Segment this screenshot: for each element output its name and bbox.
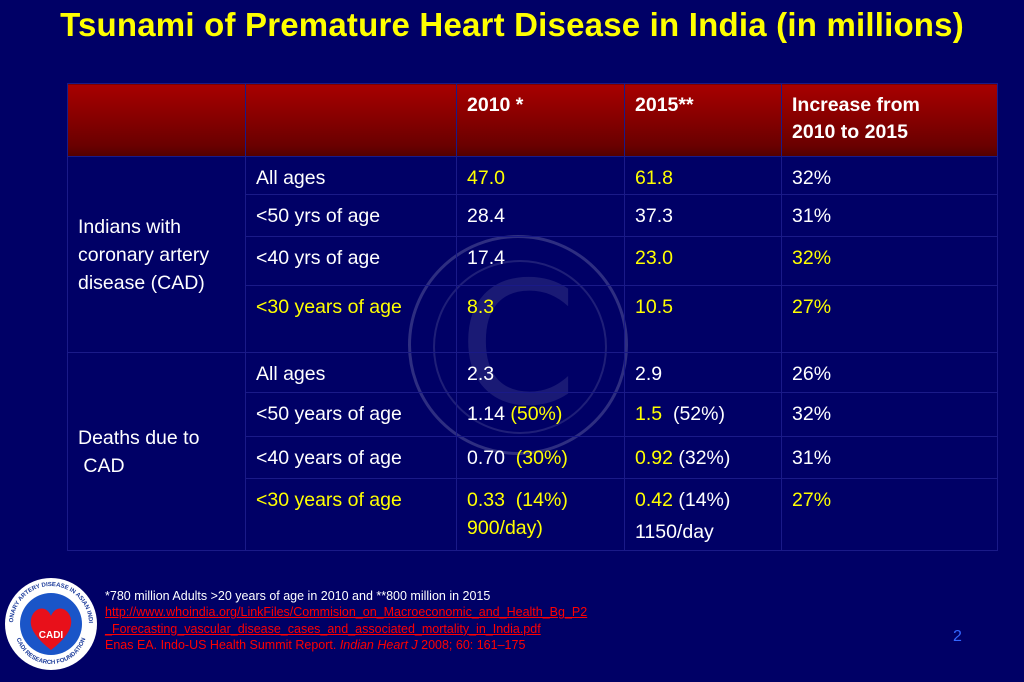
value-increase: 26% (781, 352, 998, 393)
value-increase: 31% (781, 194, 998, 237)
header-blank-2 (245, 83, 457, 157)
table-row: <50 years of age 1.14 (50%) 1.5 (52%) 32… (68, 392, 998, 437)
age-cell: All ages (245, 352, 457, 393)
header-increase: Increase from 2010 to 2015 (781, 83, 998, 157)
footnote: *780 million Adults >20 years of age in … (105, 588, 587, 654)
age-cell: <30 years of age (245, 285, 457, 353)
value-2015: 61.8 (624, 156, 782, 195)
header-2015: 2015** (624, 83, 782, 157)
reference-citation: Enas EA. Indo-US Health Summit Report. I… (105, 638, 526, 653)
table-row: Deaths due to CAD All ages 2.3 2.9 26% (67, 352, 998, 551)
group-label-deaths: Deaths due to CAD (67, 352, 246, 551)
value-2015: 1.5 (52%) (624, 392, 782, 437)
value-increase: 27% (781, 285, 998, 353)
value-2010: 8.3 (456, 285, 625, 353)
header-2010: 2010 * (456, 83, 625, 157)
source-link-line2[interactable]: _Forecasting_vascular_disease_cases_and_… (105, 621, 541, 636)
value-2015: 37.3 (624, 194, 782, 237)
age-cell: <40 years of age (245, 436, 457, 479)
svg-text:CADI: CADI (39, 630, 64, 641)
value-2015: 0.92 (32%) (624, 436, 782, 479)
value-increase: 32% (781, 236, 998, 286)
value-2010: 1.14 (50%) (456, 392, 625, 437)
table-row: <40 yrs of age 17.4 23.0 32% (68, 236, 998, 286)
value-2010: 0.70 (30%) (456, 436, 625, 479)
value-increase: 27% (781, 478, 998, 551)
value-2015: 2.9 (624, 352, 782, 393)
age-cell: <50 years of age (245, 392, 457, 437)
value-2015: 0.42 (14%) 1150/day (624, 478, 782, 551)
value-2010: 17.4 (456, 236, 625, 286)
value-increase: 31% (781, 436, 998, 479)
value-2010: 2.3 (456, 352, 625, 393)
table-row: Indians with coronary artery disease (CA… (67, 156, 998, 353)
value-2010: 0.33 (14%) 900/day) (456, 478, 625, 551)
age-cell: <40 yrs of age (245, 236, 457, 286)
header-blank-1 (67, 83, 246, 157)
group-label-cad: Indians with coronary artery disease (CA… (67, 156, 246, 353)
cadi-logo: CORONARY ARTERY DISEASE IN ASIAN INDIANS… (3, 572, 97, 670)
value-2015: 23.0 (624, 236, 782, 286)
age-cell: <30 years of age (245, 478, 457, 551)
table-row: <30 years of age 0.33 (14%) 900/day) 0.42… (68, 478, 998, 551)
heart-disease-table: 2010 * 2015** Increase from 2010 to 2015 … (67, 83, 998, 551)
page-number: 2 (953, 628, 962, 645)
source-link-line1[interactable]: http://www.whoindia.org/LinkFiles/Commis… (105, 605, 588, 620)
table-header-row: 2010 * 2015** Increase from 2010 to 2015 (67, 83, 998, 157)
value-2015: 10.5 (624, 285, 782, 353)
table-row: <30 years of age 8.3 10.5 27% (68, 285, 998, 353)
value-2010: 47.0 (456, 156, 625, 195)
value-increase: 32% (781, 156, 998, 195)
value-2010: 28.4 (456, 194, 625, 237)
age-cell: All ages (245, 156, 457, 195)
slide-title: Tsunami of Premature Heart Disease in In… (60, 6, 964, 43)
age-cell: <50 yrs of age (245, 194, 457, 237)
value-increase: 32% (781, 392, 998, 437)
footnote-population: *780 million Adults >20 years of age in … (105, 589, 491, 603)
